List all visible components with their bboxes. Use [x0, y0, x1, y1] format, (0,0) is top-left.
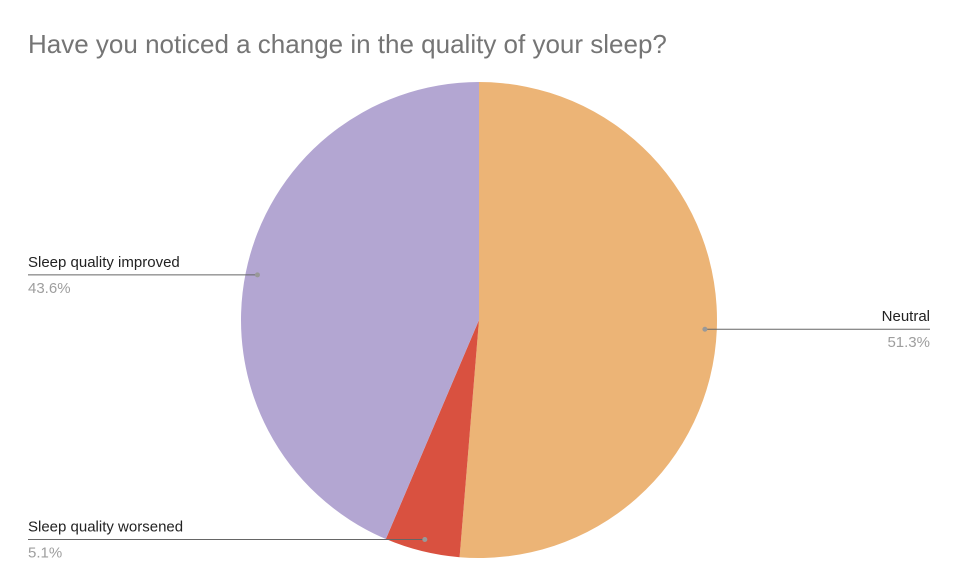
slice-label: Sleep quality worsened: [28, 518, 183, 535]
slice-label: Sleep quality improved: [28, 254, 180, 271]
pie-slice: [459, 82, 717, 558]
pie-slice: [240, 81, 479, 540]
leader-dot: [254, 272, 260, 278]
slice-value: 43.6%: [28, 280, 71, 297]
pie-slice: [385, 320, 479, 558]
chart-title: Have you noticed a change in the quality…: [28, 29, 667, 59]
slice-label: Neutral: [882, 308, 930, 325]
leader-dot: [702, 326, 708, 332]
slice-value: 5.1%: [28, 544, 62, 561]
slice-value: 51.3%: [887, 334, 930, 351]
leader-dot: [422, 537, 428, 543]
